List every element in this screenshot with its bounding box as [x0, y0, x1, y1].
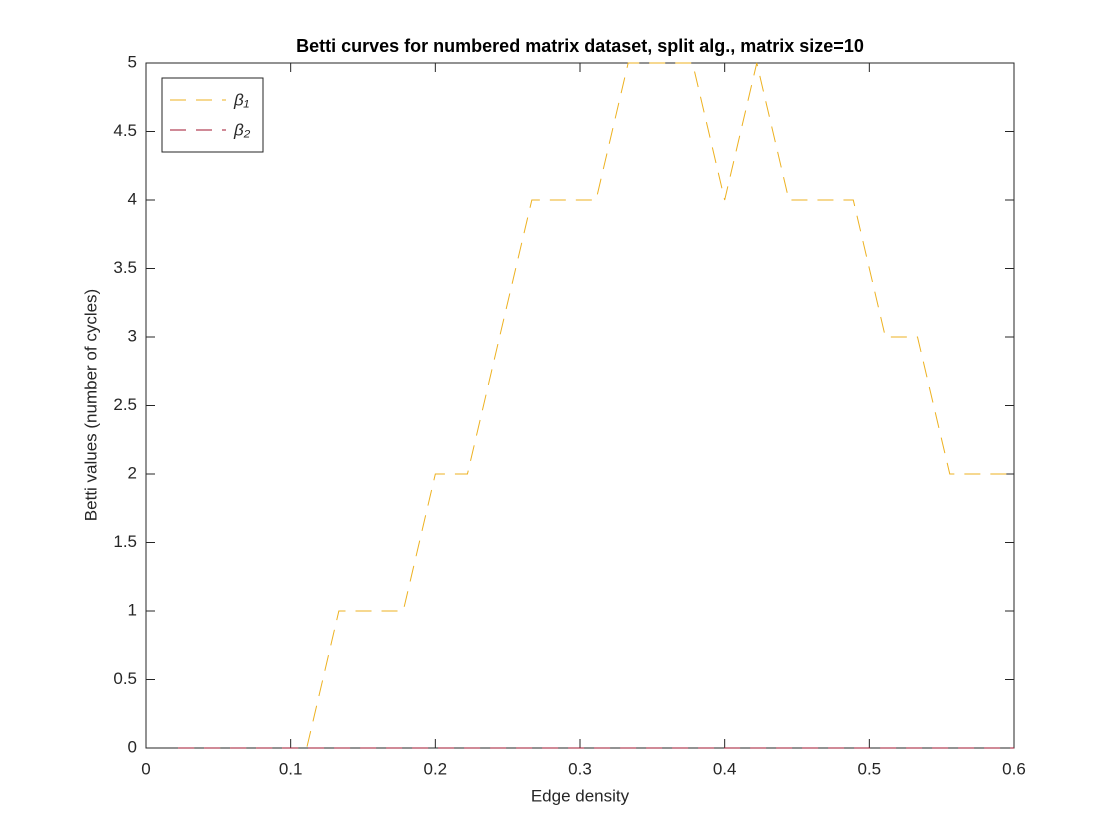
y-tick-label: 2 — [128, 463, 137, 482]
x-tick-label: 0.4 — [713, 759, 737, 778]
y-tick-label: 4.5 — [113, 121, 137, 140]
y-tick-label: 5 — [128, 52, 137, 71]
x-tick-label: 0.5 — [858, 759, 882, 778]
y-tick-label: 4 — [128, 189, 137, 208]
y-tick-label: 2.5 — [113, 395, 137, 414]
y-axis-label: Betti values (number of cycles) — [81, 289, 100, 521]
legend-box — [161, 77, 264, 153]
x-tick-label: 0.2 — [424, 759, 448, 778]
legend-label: β₁ — [233, 90, 249, 109]
legend-label: β₂ — [233, 120, 251, 139]
x-tick-label: 0.3 — [568, 759, 592, 778]
y-tick-label: 1.5 — [113, 532, 137, 551]
plot-box — [145, 62, 1015, 749]
chart-title: Betti curves for numbered matrix dataset… — [296, 36, 864, 56]
y-tick-label: 0 — [128, 737, 137, 756]
y-tick-label: 3 — [128, 326, 137, 345]
x-tick-label: 0 — [141, 759, 150, 778]
y-tick-label: 1 — [128, 600, 137, 619]
y-tick-label: 0.5 — [113, 669, 137, 688]
x-axis-label: Edge density — [531, 786, 630, 805]
y-tick-label: 3.5 — [113, 258, 137, 277]
x-tick-label: 0.1 — [279, 759, 303, 778]
x-tick-label: 0.6 — [1002, 759, 1026, 778]
